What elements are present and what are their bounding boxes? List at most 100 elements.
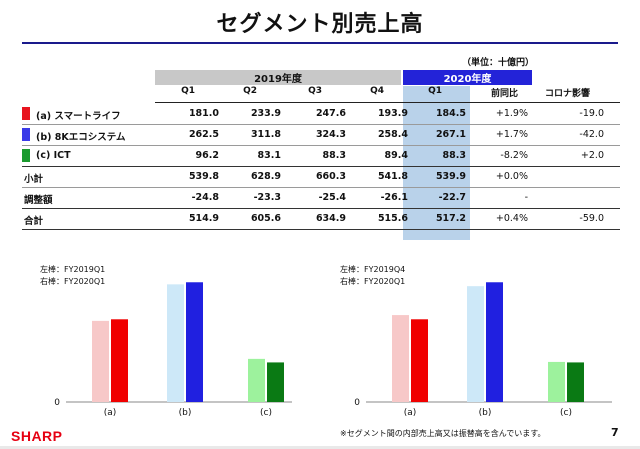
- cell-q4: -26.1: [380, 192, 408, 203]
- cell-q1-2020: -22.7: [438, 192, 466, 203]
- cell-q1: 96.2: [195, 150, 219, 161]
- cell-q4: 193.9: [377, 108, 408, 119]
- bar-fy2019q4-2: [548, 361, 565, 402]
- bar-fy2019q4-0: [392, 315, 409, 402]
- cell-q3: 634.9: [315, 213, 346, 224]
- row-label: 小計: [24, 174, 44, 185]
- bar-chart-2: 0 (a) (b) (c): [354, 282, 612, 418]
- row-divider: [22, 187, 620, 188]
- table-row: 小計 539.8 628.9 660.3 541.8 539.9 +0.0%: [22, 167, 620, 187]
- row-divider: [22, 124, 620, 125]
- segment-b-swatch: [22, 128, 30, 141]
- row-label: (a) スマートライフ: [36, 111, 121, 122]
- bar-fy2020q1-2: [567, 362, 584, 402]
- category-label: (c): [260, 408, 272, 418]
- cell-covid: -42.0: [579, 129, 604, 140]
- bar-fy2020q1-0: [411, 319, 428, 402]
- row-label: 調整額: [24, 195, 53, 206]
- cell-q3: 247.6: [315, 108, 346, 119]
- covid-impact-header: コロナ影響: [545, 89, 591, 99]
- chart-legend-left-bar: 左棒：FY2019Q1: [40, 265, 106, 274]
- row-label: 合計: [24, 216, 44, 227]
- cell-q4: 541.8: [377, 171, 408, 182]
- row-label: (c) ICT: [36, 150, 71, 161]
- cell-q1: 262.5: [188, 129, 219, 140]
- q2-2019-header: Q2: [243, 86, 257, 96]
- chart-fy2019q1-vs-fy2020q1: 左棒：FY2019Q1 右棒：FY2020Q1 0 (a) (b) (c): [30, 262, 300, 422]
- fy2020-q1-highlight: [403, 86, 470, 240]
- footnote: ※セグメント間の内部売上高又は振替高を含んでいます。: [340, 429, 546, 438]
- bottom-divider: [0, 446, 640, 449]
- cell-q3: -25.4: [318, 192, 346, 203]
- row-divider: [22, 229, 620, 230]
- title-divider: [22, 42, 618, 44]
- category-label: (a): [104, 408, 117, 418]
- cell-q1: 514.9: [188, 213, 219, 224]
- chart-fy2019q4-vs-fy2020q1: 左棒：FY2019Q4 右棒：FY2020Q1 0 (a) (b) (c): [330, 262, 620, 422]
- chart-legend-left-bar: 左棒：FY2019Q4: [340, 265, 406, 274]
- cell-yoy: +1.7%: [495, 129, 528, 140]
- table-row: (b) 8Kエコシステム 262.5 311.8 324.3 258.4 267…: [22, 125, 620, 145]
- q1-2020-header: Q1: [428, 86, 442, 96]
- row-label: (b) 8Kエコシステム: [36, 132, 126, 143]
- header-divider: [155, 102, 620, 103]
- cell-q1-2020: 267.1: [435, 129, 466, 140]
- table-row: (a) スマートライフ 181.0 233.9 247.6 193.9 184.…: [22, 104, 620, 124]
- cell-q2: 605.6: [250, 213, 281, 224]
- category-label: (b): [479, 408, 492, 418]
- cell-q2: -23.3: [253, 192, 281, 203]
- bar-fy2020q1-1: [186, 282, 203, 402]
- cell-q1: 181.0: [188, 108, 219, 119]
- cell-yoy: +0.4%: [495, 213, 528, 224]
- cell-q1-2020: 539.9: [435, 171, 466, 182]
- cell-q1: 539.8: [188, 171, 219, 182]
- cell-q3: 88.3: [322, 150, 346, 161]
- y-axis-zero-label: 0: [354, 398, 360, 408]
- fy2019-header: 2019年度: [155, 70, 401, 85]
- cell-yoy: -8.2%: [500, 150, 528, 161]
- cell-q2: 628.9: [250, 171, 281, 182]
- cell-q4: 258.4: [377, 129, 408, 140]
- row-divider: [22, 208, 620, 209]
- cell-q1-2020: 184.5: [435, 108, 466, 119]
- table-row: (c) ICT 96.2 83.1 88.3 89.4 88.3 -8.2% +…: [22, 146, 620, 166]
- cell-q2: 83.1: [257, 150, 281, 161]
- bar-fy2019q1-2: [248, 358, 265, 402]
- category-label: (a): [404, 408, 417, 418]
- cell-yoy: +0.0%: [495, 171, 528, 182]
- yoy-header: 前同比: [490, 89, 518, 99]
- bar-fy2019q1-1: [167, 284, 184, 402]
- cell-q2: 233.9: [250, 108, 281, 119]
- bar-chart-1: 0 (a) (b) (c): [54, 282, 292, 418]
- page-title: セグメント別売上高: [216, 12, 424, 37]
- q4-2019-header: Q4: [370, 86, 384, 96]
- bar-fy2020q1-0: [111, 319, 128, 402]
- cell-q4: 515.6: [377, 213, 408, 224]
- cell-yoy: +1.9%: [495, 108, 528, 119]
- cell-yoy: -: [524, 192, 528, 203]
- row-divider: [22, 166, 620, 167]
- bar-fy2019q1-0: [92, 320, 109, 402]
- q3-2019-header: Q3: [308, 86, 322, 96]
- cell-q1-2020: 517.2: [435, 213, 466, 224]
- unit-label: （単位：十億円）: [462, 58, 535, 68]
- cell-q3: 660.3: [315, 171, 346, 182]
- bar-fy2020q1-1: [486, 282, 503, 402]
- cell-q1-2020: 88.3: [442, 150, 466, 161]
- bar-fy2019q4-1: [467, 286, 484, 402]
- table-row: 合計 514.9 605.6 634.9 515.6 517.2 +0.4% -…: [22, 209, 620, 229]
- category-label: (b): [179, 408, 192, 418]
- q1-2019-header: Q1: [181, 86, 195, 96]
- segment-c-swatch: [22, 149, 30, 162]
- cell-covid: -19.0: [579, 108, 604, 119]
- fy2020-header: 2020年度: [403, 70, 532, 85]
- chart-legend-right-bar: 右棒：FY2020Q1: [340, 277, 406, 286]
- table-row: 調整額 -24.8 -23.3 -25.4 -26.1 -22.7 -: [22, 188, 620, 208]
- page-number: 7: [611, 426, 619, 439]
- cell-q4: 89.4: [384, 150, 408, 161]
- cell-covid: -59.0: [579, 213, 604, 224]
- cell-q3: 324.3: [315, 129, 346, 140]
- cell-q2: 311.8: [250, 129, 281, 140]
- cell-covid: +2.0: [580, 150, 604, 161]
- category-label: (c): [560, 408, 572, 418]
